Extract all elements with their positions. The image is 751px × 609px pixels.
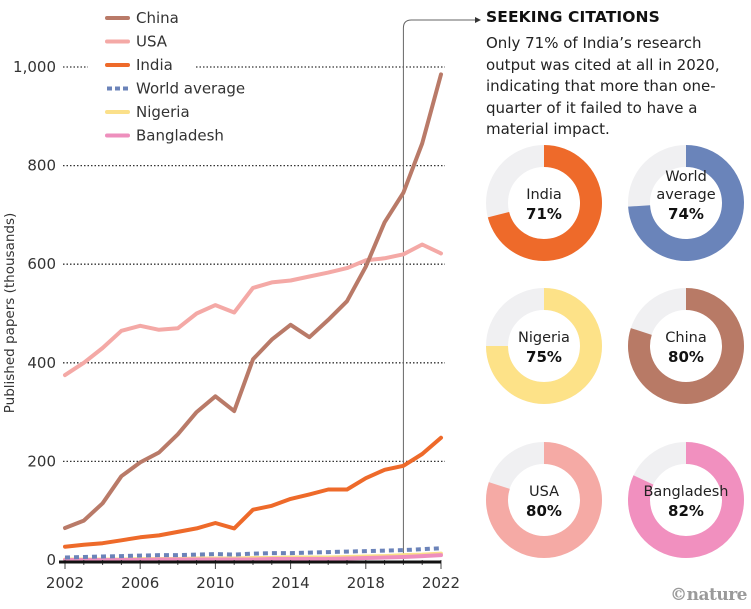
series-line-usa [63, 242, 443, 378]
legend: China USA India World average Nigeria Banglad… [105, 9, 245, 145]
donut-label: Nigeria [518, 330, 570, 346]
nature-credit: ©nature [670, 585, 747, 605]
legend-label: India [136, 56, 173, 74]
donut-label: China [665, 330, 706, 346]
axes: 0 200 400 600 800 1,000 2002 2006 2010 2014 2018 20… [13, 58, 460, 592]
donut-slice [487, 145, 602, 261]
panel-title: SEEKING CITATIONS [486, 8, 660, 26]
y-tick-label: 200 [27, 452, 56, 470]
donut-percentage: 80% [668, 348, 704, 366]
legend-label: Nigeria [136, 103, 190, 121]
annotation-arrow-icon [475, 17, 481, 23]
donut-label: Bangladesh [643, 484, 728, 500]
x-tick-label: 2014 [272, 574, 310, 592]
y-tick-label: 0 [46, 551, 56, 569]
panel-description: Only 71% of India’s research output was … [486, 34, 720, 138]
y-tick-label: 400 [27, 354, 56, 372]
donut-nigeria: Nigeria 75% [486, 288, 602, 404]
donut-slice [628, 145, 744, 261]
donut-label: World [665, 169, 707, 185]
donut-percentage: 82% [668, 502, 704, 520]
y-tick-label: 600 [27, 255, 56, 273]
donut-bangladesh: Bangladesh 82% [628, 442, 744, 558]
x-tick-label: 2006 [121, 574, 159, 592]
donut-percentage: 80% [526, 502, 562, 520]
donut-label: USA [529, 484, 559, 500]
legend-label: Bangladesh [136, 127, 224, 145]
donut-slice [486, 442, 602, 558]
donut-percentage: 75% [526, 348, 562, 366]
x-tick-label: 2010 [196, 574, 234, 592]
donut-slice [628, 288, 744, 404]
y-axis-title: Published papers (thousands) [2, 213, 18, 414]
annotation-2020 [402, 17, 481, 562]
x-tick-label: 2002 [46, 574, 84, 592]
legend-label: USA [136, 33, 168, 51]
y-tick-label: 800 [27, 157, 56, 175]
series-line-india [63, 435, 443, 549]
x-tick-label: 2022 [422, 574, 460, 592]
donut-percentage: 71% [526, 205, 562, 223]
legend-label: World average [136, 80, 245, 98]
donut-slice [486, 288, 602, 404]
donut-slice [628, 442, 744, 558]
donut-usa: USA 80% [486, 442, 602, 558]
legend-label: China [136, 9, 179, 27]
series-lines [63, 72, 443, 562]
donut-charts: India 71% World average 74% Nigeria 75% China 80… [486, 145, 744, 558]
donut-china: China 80% [628, 288, 744, 404]
donut-world-average: World average 74% [628, 145, 744, 261]
donut-label: average [656, 187, 715, 203]
donut-percentage: 74% [668, 205, 704, 223]
gridlines [63, 66, 445, 463]
donut-india: India 71% [486, 145, 602, 261]
annotation-connector [402, 19, 475, 562]
y-tick-label: 1,000 [13, 58, 56, 76]
donut-label: India [526, 187, 562, 203]
x-tick-label: 2018 [347, 574, 385, 592]
series-line-china [63, 72, 443, 530]
series-line-bangladesh [63, 553, 443, 562]
